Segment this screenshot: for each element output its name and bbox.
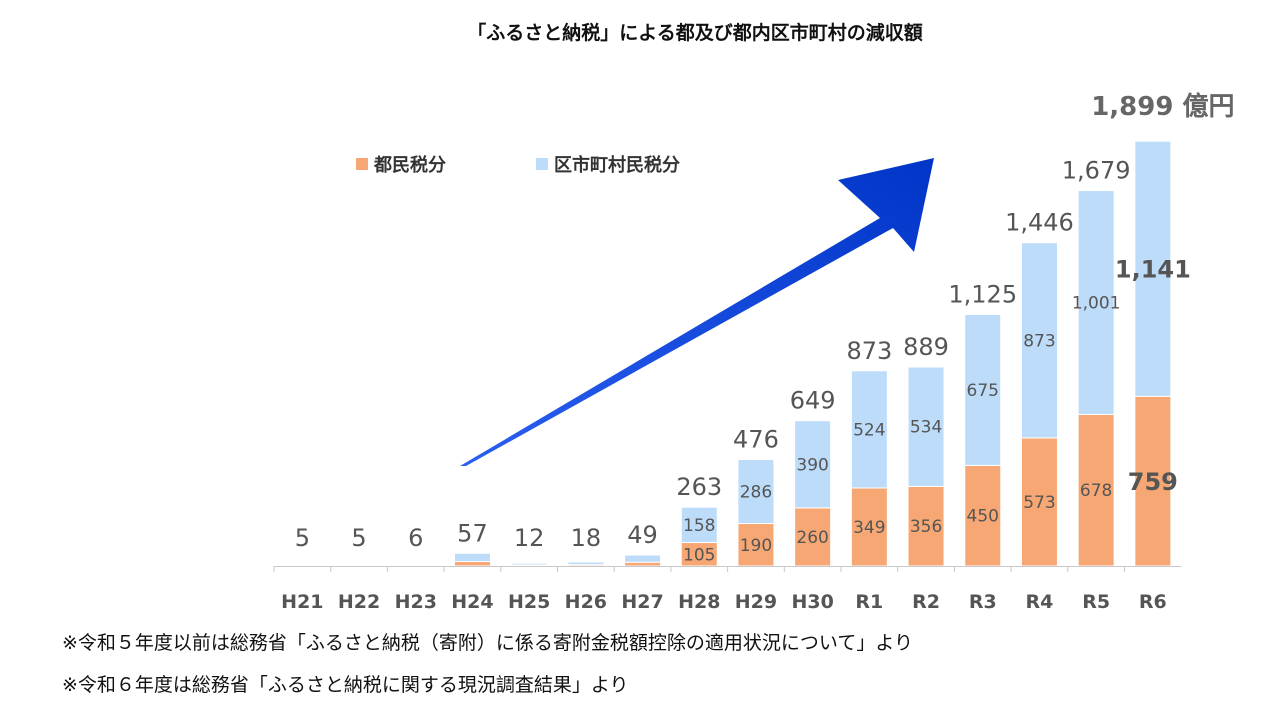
bar-segment-kushichoson xyxy=(680,506,718,544)
bar-segment-kushichoson xyxy=(510,562,548,566)
bar-segment-kushichoson xyxy=(453,552,491,563)
bar-segment-kushichoson xyxy=(794,420,832,509)
total-label: 18 xyxy=(571,524,602,552)
total-label: 1,899 億円 xyxy=(1091,92,1234,122)
legend-swatch xyxy=(356,158,368,170)
bar-segment-tomin xyxy=(453,561,491,567)
x-tick-label: R5 xyxy=(1082,591,1110,613)
data-label-tomin: 450 xyxy=(967,507,999,527)
bar-segment-kushichoson xyxy=(1077,190,1115,415)
total-label: 1,446 xyxy=(1005,209,1074,237)
bar-segment-tomin xyxy=(907,485,945,567)
data-label-kushichoson: 524 xyxy=(853,420,885,440)
data-label-kushichoson: 1,001 xyxy=(1072,293,1121,313)
data-label-tomin: 190 xyxy=(740,536,772,556)
total-label: 476 xyxy=(733,426,779,454)
x-tick-label: R4 xyxy=(1026,591,1054,613)
bar-segment-kushichoson xyxy=(850,370,888,489)
data-label-tomin: 356 xyxy=(910,517,942,537)
data-label-kushichoson: 534 xyxy=(910,418,942,438)
x-tick-label: H28 xyxy=(678,591,720,613)
x-tick-label: H25 xyxy=(508,591,550,613)
total-label: 1,679 xyxy=(1062,157,1131,185)
legend-label: 区市町村民税分 xyxy=(554,154,680,176)
total-label: 889 xyxy=(903,333,949,361)
total-unit: 億円 xyxy=(1182,92,1234,122)
legend-swatch xyxy=(536,158,548,170)
data-label-kushichoson: 873 xyxy=(1023,331,1055,351)
chart-title: 「ふるさと納税」による都及び都内区市町村の減収額 xyxy=(467,22,923,44)
data-label-tomin: 573 xyxy=(1023,493,1055,513)
x-tick-label: H30 xyxy=(791,591,833,613)
x-tick-label: H27 xyxy=(621,591,663,613)
total-label: 5 xyxy=(295,524,310,552)
total-label: 263 xyxy=(676,473,722,501)
data-label-kushichoson: 158 xyxy=(683,516,715,536)
bar-segment-kushichoson xyxy=(964,313,1002,466)
data-label-kushichoson: 286 xyxy=(740,483,772,503)
data-label-kushichoson: 675 xyxy=(967,381,999,401)
bar-segment-tomin xyxy=(624,561,662,567)
bar-segment-kushichoson xyxy=(624,554,662,563)
total-label: 12 xyxy=(514,524,545,552)
data-label-tomin: 349 xyxy=(853,518,885,538)
data-label-kushichoson: 390 xyxy=(796,455,828,475)
data-label-kushichoson: 1,141 xyxy=(1115,256,1191,284)
data-label-tomin: 759 xyxy=(1128,468,1178,496)
bar-segment-kushichoson xyxy=(340,564,378,567)
bar-segment-kushichoson xyxy=(1134,140,1172,397)
footnote-source-r5: ※令和５年度以前は総務省「ふるさと納税（寄附）に係る寄附金税額控除の適用状況につ… xyxy=(62,632,913,654)
bar-segment-kushichoson xyxy=(397,564,435,567)
x-tick-label: H24 xyxy=(451,591,493,613)
bar-segment-kushichoson xyxy=(907,366,945,487)
total-label: 6 xyxy=(408,524,423,552)
growth-arrow xyxy=(460,158,934,466)
total-label: 649 xyxy=(790,387,836,415)
bar-segment-tomin xyxy=(1134,395,1172,567)
total-label: 1,125 xyxy=(948,280,1017,308)
x-tick-label: H22 xyxy=(338,591,380,613)
x-tick-label: H29 xyxy=(735,591,777,613)
data-label-tomin: 260 xyxy=(796,528,828,548)
bar-segment-kushichoson xyxy=(283,564,321,567)
x-tick-label: R1 xyxy=(855,591,883,613)
data-label-tomin: 678 xyxy=(1080,481,1112,501)
x-tick-label: H23 xyxy=(395,591,437,613)
x-tick-label: R6 xyxy=(1139,591,1167,613)
legend-label: 都民税分 xyxy=(373,154,446,176)
x-tick-label: R2 xyxy=(912,591,940,613)
x-tick-label: R3 xyxy=(969,591,997,613)
x-tick-label: H21 xyxy=(281,591,323,613)
total-label: 57 xyxy=(457,519,488,547)
bar-segment-tomin xyxy=(1077,413,1115,567)
total-label: 873 xyxy=(846,337,892,365)
footnote-source-r6: ※令和６年度は総務省「ふるさと納税に関する現況調査結果」より xyxy=(62,674,629,696)
total-label: 5 xyxy=(351,524,366,552)
bar-segment-kushichoson xyxy=(737,459,775,525)
x-tick-label: H26 xyxy=(565,591,607,613)
total-label: 49 xyxy=(627,521,658,549)
bar-segment-kushichoson xyxy=(567,561,605,566)
data-label-tomin: 105 xyxy=(683,545,715,565)
bar-segment-kushichoson xyxy=(1020,242,1058,439)
